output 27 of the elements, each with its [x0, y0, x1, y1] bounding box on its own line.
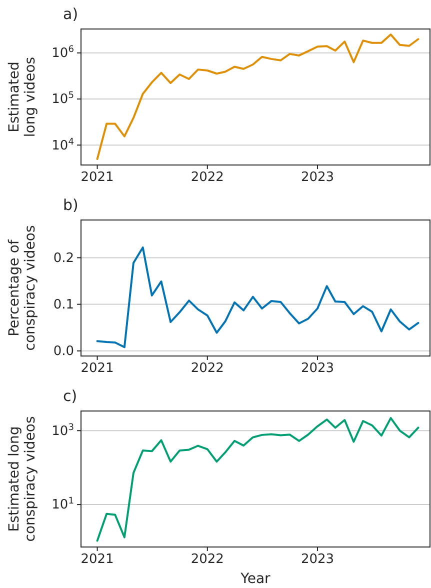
line-series — [96, 34, 420, 160]
chart-title: a) — [63, 5, 78, 23]
x-tick-label: 2022 — [190, 170, 224, 186]
x-axis-title: Year — [240, 571, 271, 587]
y-axis-title: Estimated long videos — [6, 56, 38, 138]
y-axis-title: Percentage of conspiracy videos — [6, 225, 38, 351]
chart-title: b) — [63, 196, 78, 214]
x-tick-label: 2023 — [300, 170, 334, 186]
x-tick-label: 2021 — [80, 361, 114, 376]
y-tick-label: 0.2 — [53, 250, 74, 266]
x-tick-label: 2023 — [300, 361, 334, 376]
y-tick-label: 10$^{1}$ — [52, 496, 74, 513]
line-series — [96, 417, 420, 542]
y-tick-label: 10$^{6}$ — [52, 45, 74, 62]
x-tick-label: 2022 — [190, 361, 224, 376]
y-tick-label: 10$^{5}$ — [52, 91, 74, 108]
y-axis-title: Estimated long conspiracy videos — [6, 416, 38, 542]
y-tick-label: 0.0 — [53, 344, 74, 360]
line-series — [96, 246, 420, 348]
x-tick-label: 2021 — [80, 170, 114, 186]
x-tick-label: 2023 — [300, 552, 334, 568]
x-tick-label: 2021 — [80, 552, 114, 568]
x-tick-label: 2022 — [190, 552, 224, 568]
y-tick-label: 10$^{3}$ — [52, 422, 74, 439]
y-tick-label: 10$^{4}$ — [52, 137, 74, 154]
chart-title: c) — [63, 387, 78, 405]
y-tick-label: 0.1 — [53, 297, 74, 312]
